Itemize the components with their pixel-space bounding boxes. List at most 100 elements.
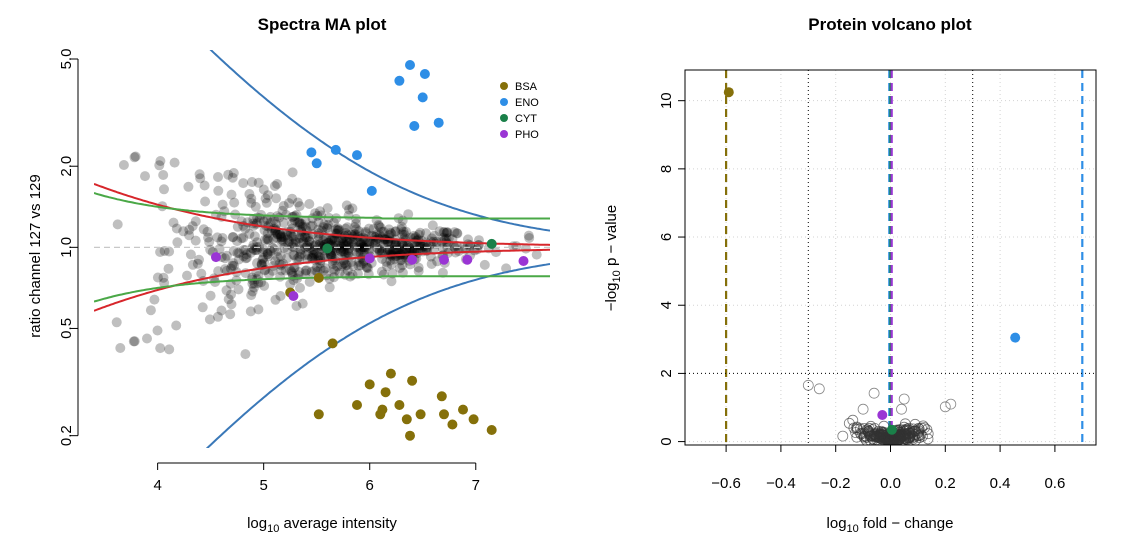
ma-point-eno [330, 144, 341, 155]
ma-background-point [438, 232, 449, 243]
ma-background-point [270, 227, 281, 238]
ma-y-tick-label: 5.0 [58, 49, 75, 70]
ma-background-point [227, 232, 238, 243]
ma-background-point [225, 263, 236, 274]
ma-background-point [384, 224, 394, 235]
ma-point-eno [417, 92, 428, 103]
ma-background-point [294, 217, 305, 227]
ma-background-point [473, 240, 484, 251]
volcano-outlier-point [802, 379, 814, 391]
ma-background-point [355, 237, 366, 248]
volcano-background-point [847, 414, 859, 426]
ma-background-point [259, 234, 270, 245]
ma-background-point [370, 232, 381, 242]
ma-background-point [413, 262, 424, 273]
ma-background-point [355, 239, 366, 250]
ma-point-eno [394, 75, 405, 86]
ma-background-point [363, 263, 373, 273]
ma-background-point [275, 251, 286, 262]
ma-background-point [214, 244, 225, 254]
ma-background-point [523, 230, 534, 241]
ma-background-point [249, 282, 259, 293]
ma-background-point [249, 231, 260, 242]
ma-background-point [203, 232, 214, 243]
ma-background-point [305, 221, 316, 232]
ma-background-point [312, 210, 323, 221]
ma-background-point [332, 261, 343, 272]
ma-background-point [294, 218, 305, 229]
ma-background-point [395, 248, 405, 259]
volcano-y-tick-label: 2 [658, 369, 675, 377]
ma-background-point [382, 246, 393, 257]
ma-background-point [294, 201, 305, 212]
ma-background-point [288, 242, 299, 253]
ma-background-point [338, 246, 348, 257]
ma-background-point [331, 243, 341, 254]
ma-background-point [262, 248, 273, 259]
ma-background-point [271, 219, 282, 230]
volcano-x-tick-label: −0.2 [821, 475, 851, 492]
ma-background-point [227, 172, 238, 183]
ma-background-point [297, 232, 308, 243]
ma-background-point [347, 236, 358, 247]
ma-background-point [192, 258, 203, 269]
ma-background-point [309, 246, 320, 256]
ma-background-point [280, 265, 291, 276]
ma-background-point [402, 241, 413, 251]
ma-background-point [291, 301, 302, 311]
ma-background-point [252, 258, 262, 269]
ma-background-point [145, 305, 156, 316]
ma-background-point [427, 220, 438, 231]
ma-background-point [333, 225, 344, 236]
ma-background-point [217, 199, 228, 210]
ma-background-point [129, 152, 140, 163]
ma-background-point [285, 279, 296, 290]
ma-background-point [373, 220, 384, 231]
ma-blue-upper-curve [209, 50, 550, 232]
ma-background-point [163, 263, 174, 274]
ma-background-point [404, 243, 415, 254]
ma-background-point [275, 229, 285, 240]
ma-background-point [303, 231, 314, 242]
ma-background-point [248, 214, 259, 225]
ma-background-point [263, 235, 274, 246]
ma-background-point [300, 268, 311, 279]
ma-background-point [359, 244, 370, 255]
volcano-highlight-points [723, 87, 1021, 435]
ma-background-point [292, 217, 303, 228]
ma-background-point [247, 286, 258, 297]
volcano-y-tick-label: 10 [658, 92, 675, 109]
volcano-background-point [850, 427, 861, 438]
ma-background-point [386, 276, 397, 287]
ma-background-point [358, 242, 369, 253]
volcano-background-point [900, 423, 912, 435]
ma-background-point [443, 233, 454, 244]
ma-background-point [442, 227, 453, 238]
ma-background-point [184, 230, 195, 241]
ma-point-bsa [313, 409, 324, 420]
ma-background-point [434, 226, 445, 237]
ma-background-point [245, 247, 256, 258]
ma-point-bsa [352, 400, 362, 410]
ma-background-point [232, 221, 243, 232]
ma-background-point [272, 252, 283, 263]
ma-background-point [281, 209, 292, 220]
ma-background-point [385, 255, 396, 266]
ma-background-point [315, 206, 325, 217]
ma-background-point [246, 193, 257, 204]
ma-background-point [253, 177, 264, 188]
ma-background-point [351, 213, 362, 224]
ma-background-point [298, 236, 309, 247]
ma-background-point [262, 214, 273, 225]
volcano-plot-title: Protein volcano plot [808, 15, 972, 34]
ma-background-point [311, 262, 322, 273]
ma-background-point [328, 217, 339, 228]
ma-background-point [263, 251, 274, 262]
ma-background-point [394, 263, 405, 273]
ma-background-point [417, 241, 428, 252]
ma-point-bsa [439, 409, 449, 420]
ma-background-point [332, 225, 343, 236]
ma-background-point [262, 247, 273, 257]
ma-background-point [374, 247, 385, 258]
